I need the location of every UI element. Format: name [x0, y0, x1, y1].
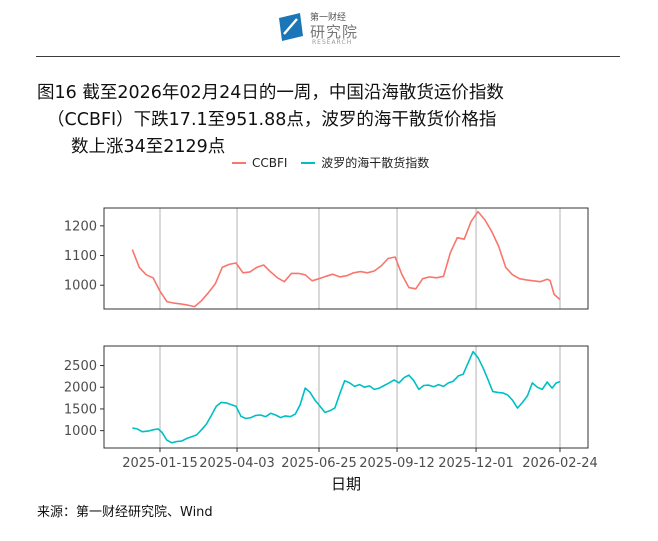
logo-name-text: 研究院 — [310, 23, 359, 41]
series-line-ccbfi — [131, 210, 561, 308]
legend-item-ccbfi: CCBFI — [232, 156, 287, 170]
y-tick-label-1-1: 1100 — [64, 249, 97, 264]
y-tick-label-1-2: 1200 — [64, 219, 97, 234]
y-tick-label-2-2: 2000 — [64, 381, 97, 396]
title-line-3: 数上涨34至2129点 — [71, 137, 226, 157]
title-line-2: （CCBFI）下跌17.1至951.88点，波罗的海干散货价格指 — [47, 110, 497, 130]
logo-brand-text: 第一财经 — [310, 13, 347, 23]
x-tick-label-5: 2026-02-24 — [522, 456, 598, 471]
legend-swatch-ccbfi — [232, 161, 246, 164]
chart-legend: CCBFI 波罗的海干散货指数 — [232, 154, 439, 171]
x-tick-label-0: 2025-01-15 — [122, 456, 198, 471]
legend-swatch-bdi — [301, 161, 316, 164]
title-line-1: 图16 截至2026年02月24日的一周，中国沿海散货运价指数 — [37, 83, 504, 103]
x-axis-title: 日期 — [331, 475, 361, 493]
source-note: 来源：第一财经研究院、Wind — [37, 505, 213, 520]
y-tick-label-2-0: 1000 — [64, 424, 97, 439]
header-divider — [36, 56, 620, 57]
panel-frame-1 — [103, 207, 589, 310]
x-tick-label-4: 2025-12-01 — [438, 456, 514, 471]
legend-label-ccbfi: CCBFI — [252, 156, 288, 170]
x-tick-label-2: 2025-06-25 — [281, 456, 357, 471]
x-tick-label-3: 2025-09-12 — [359, 456, 435, 471]
panel-frame-2 — [103, 345, 589, 449]
legend-item-bdi: 波罗的海干散货指数 — [301, 154, 429, 171]
logo-mark-icon — [279, 13, 303, 41]
legend-label-bdi: 波罗的海干散货指数 — [321, 156, 430, 170]
x-tick-label-1: 2025-04-03 — [199, 456, 275, 471]
research-institute-logo: 第一财经 研究院 RESEARCH — [276, 8, 386, 48]
y-tick-label-2-3: 2500 — [64, 359, 97, 374]
y-tick-label-1-0: 1000 — [64, 279, 97, 294]
y-tick-label-2-1: 1500 — [64, 402, 97, 417]
series-line-bdi — [132, 350, 561, 444]
logo-english-text: RESEARCH — [312, 39, 353, 46]
figure-title: 图16 截至2026年02月24日的一周，中国沿海散货运价指数 （CCBFI）下… — [37, 80, 597, 161]
